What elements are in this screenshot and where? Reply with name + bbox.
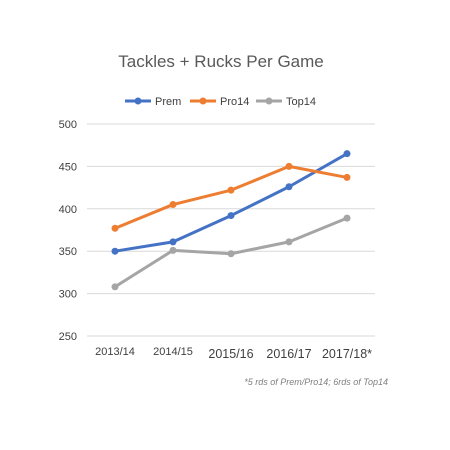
legend-swatch-marker: [134, 97, 142, 105]
legend-item: Top14: [256, 96, 316, 108]
y-axis: 250 300 350 400 450 500: [59, 119, 77, 343]
y-tick-label: 450: [59, 161, 77, 173]
legend: Prem Pro14 Top14: [125, 96, 316, 108]
series-top14: [111, 214, 351, 291]
x-tick-label: 2015/16: [208, 347, 253, 361]
data-point: [169, 238, 177, 246]
data-point: [285, 162, 293, 170]
data-point: [343, 173, 351, 181]
y-tick-label: 250: [59, 331, 77, 343]
legend-item: Pro14: [190, 96, 249, 108]
chart-title: Tackles + Rucks Per Game: [118, 52, 324, 71]
legend-label: Top14: [286, 96, 316, 108]
data-point: [111, 224, 119, 232]
series-line: [113, 152, 349, 253]
legend-item: Prem: [125, 96, 181, 108]
data-point: [343, 214, 351, 222]
data-point: [285, 183, 293, 191]
gridlines: [87, 123, 375, 337]
data-point: [227, 212, 235, 220]
series-pro14: [111, 162, 351, 232]
legend-swatch-marker: [265, 97, 273, 105]
y-tick-label: 400: [59, 204, 77, 216]
legend-label: Pro14: [220, 96, 249, 108]
legend-swatch-marker: [199, 97, 207, 105]
x-axis: 2013/14 2014/15 2015/16 2016/17 2017/18*: [95, 346, 372, 361]
footnote: *5 rds of Prem/Pro14; 6rds of Top14: [244, 377, 388, 387]
x-tick-label: 2014/15: [153, 346, 193, 358]
y-tick-label: 500: [59, 119, 77, 131]
data-point: [111, 247, 119, 255]
y-tick-label: 350: [59, 246, 77, 258]
data-point: [227, 186, 235, 194]
data-point: [343, 150, 351, 158]
x-tick-label: 2017/18*: [322, 347, 372, 361]
data-point: [169, 246, 177, 254]
series-lines: [111, 150, 351, 291]
x-tick-label: 2016/17: [266, 347, 311, 361]
x-tick-label: 2013/14: [95, 346, 135, 358]
legend-label: Prem: [155, 96, 181, 108]
data-point: [285, 238, 293, 246]
series-prem: [111, 150, 351, 255]
data-point: [111, 283, 119, 291]
data-point: [227, 250, 235, 258]
data-point: [169, 201, 177, 209]
y-tick-label: 300: [59, 289, 77, 301]
